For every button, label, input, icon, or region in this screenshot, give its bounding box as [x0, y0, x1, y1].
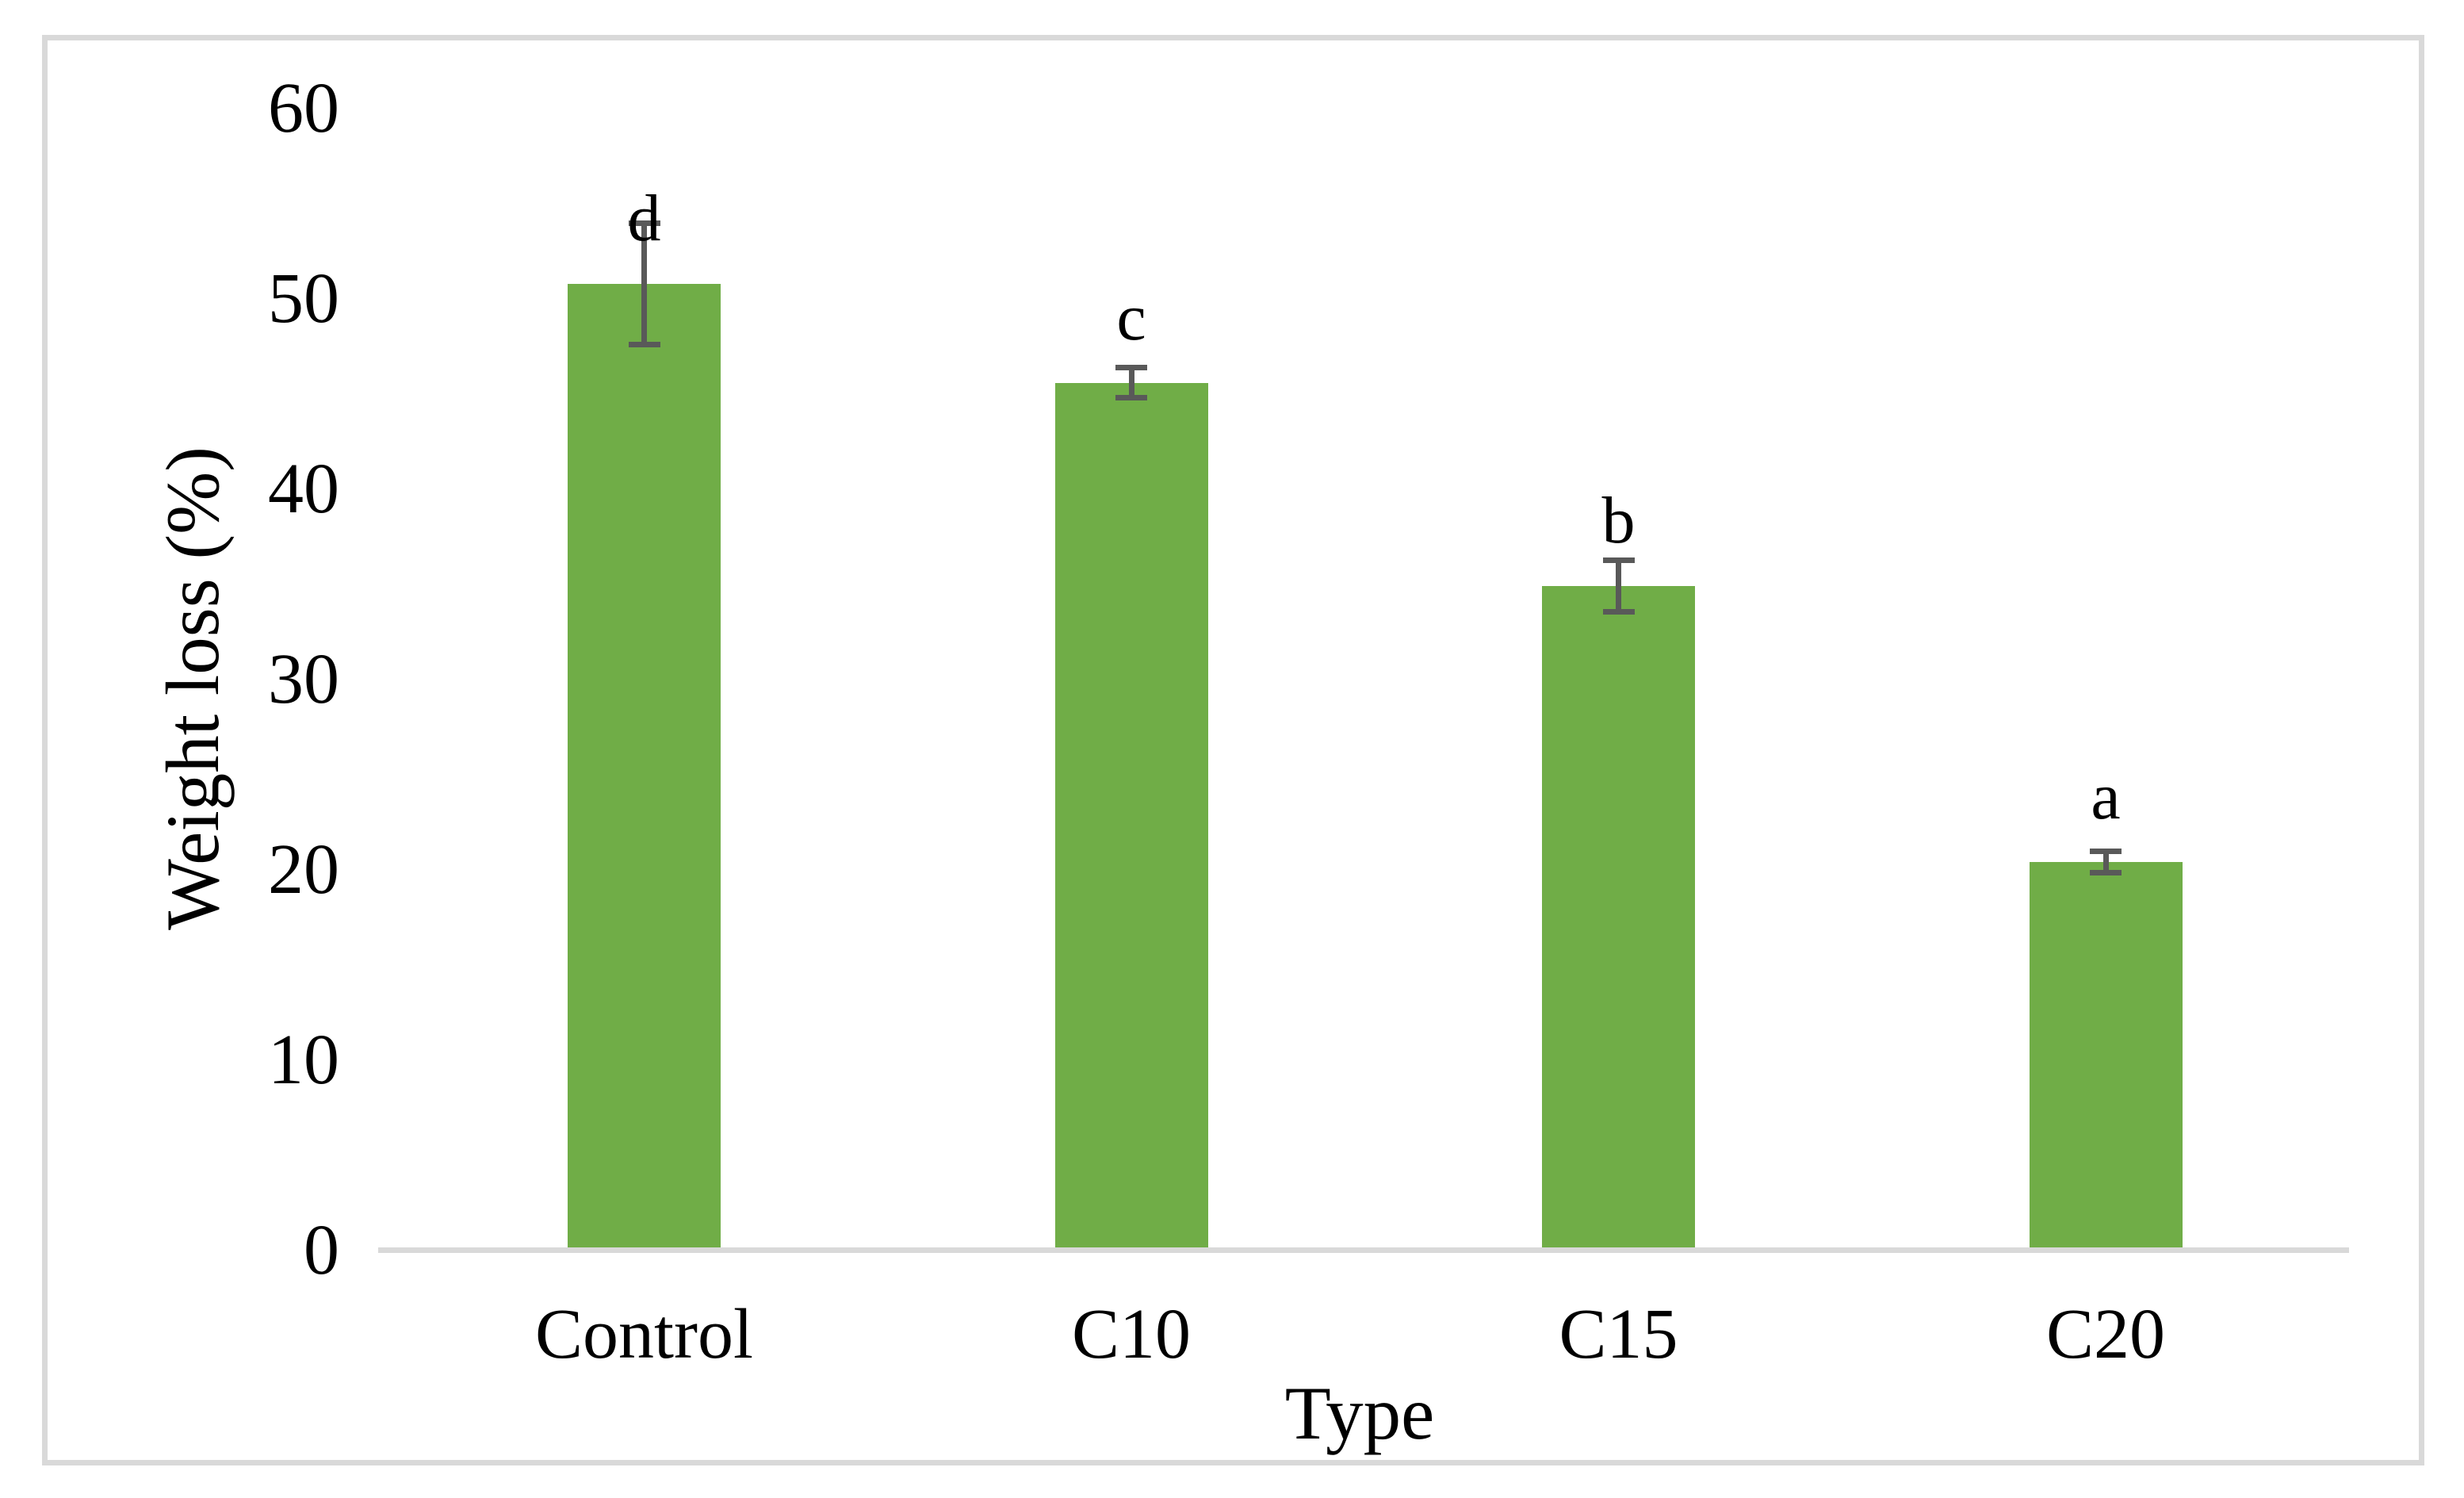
significance-letter: b: [1601, 484, 1636, 558]
chart-outer-frame: [42, 35, 2424, 1465]
error-bar-cap: [2090, 849, 2122, 855]
y-tick-label: 40: [268, 449, 339, 528]
significance-letter: c: [1116, 280, 1146, 354]
bar-c15: [1542, 586, 1695, 1247]
significance-letter: d: [627, 181, 661, 255]
error-bar-cap: [1115, 395, 1147, 401]
x-tick-label: C15: [1559, 1295, 1678, 1373]
bar-control: [568, 283, 721, 1247]
y-tick-label: 0: [304, 1210, 339, 1289]
x-tick-label: Control: [534, 1295, 753, 1373]
y-tick-label: 50: [268, 259, 339, 338]
error-bar-cap: [628, 220, 660, 226]
x-tick-label: C10: [1071, 1295, 1192, 1373]
error-bar: [2102, 851, 2109, 873]
y-tick-label: 20: [268, 829, 339, 909]
error-bar: [1616, 560, 1621, 612]
x-axis-title: Type: [1284, 1371, 1435, 1455]
x-axis-line: [378, 1247, 2349, 1253]
error-bar-cap: [2090, 869, 2122, 875]
error-bar-cap: [628, 342, 660, 348]
error-bar: [1128, 367, 1134, 398]
x-tick-label: C20: [2045, 1295, 2166, 1373]
error-bar-cap: [1602, 609, 1635, 615]
error-bar-cap: [1602, 557, 1635, 564]
significance-letter: a: [2091, 760, 2121, 834]
y-tick-label: 30: [268, 639, 339, 718]
error-bar: [641, 223, 647, 345]
bar-c10: [1054, 382, 1208, 1247]
error-bar-cap: [1115, 364, 1147, 370]
y-tick-label: 60: [268, 69, 339, 148]
y-tick-label: 10: [268, 1020, 339, 1099]
bar-c20: [2029, 862, 2183, 1247]
